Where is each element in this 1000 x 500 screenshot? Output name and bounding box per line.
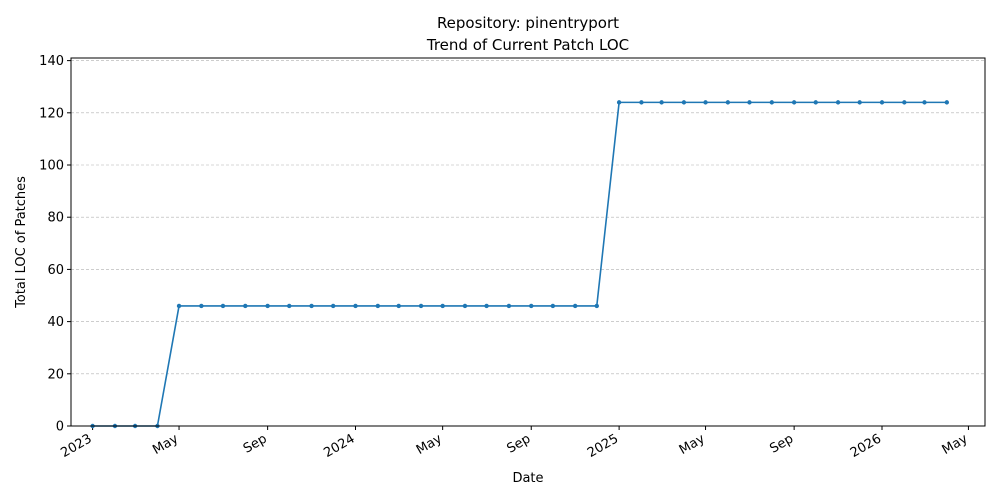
data-point <box>813 100 818 105</box>
data-point <box>747 100 752 105</box>
series-line <box>92 101 947 427</box>
y-tick-label: 0 <box>56 420 64 435</box>
x-tick-label: Sep <box>767 431 796 456</box>
data-point <box>703 100 708 105</box>
y-axis: 0 20 40 60 80 100 120 140 <box>39 54 71 435</box>
y-tick-label: 80 <box>47 211 64 226</box>
x-tick-label: 2023 <box>58 431 94 461</box>
series-layer <box>90 100 950 429</box>
chart-subtitle: Trend of Current Patch LOC <box>426 36 629 54</box>
data-point <box>484 303 489 309</box>
x-tick-label: Sep <box>241 431 270 456</box>
data-point <box>835 100 841 105</box>
x-tick-label: Sep <box>505 431 534 456</box>
data-point <box>462 303 468 309</box>
data-point <box>857 100 862 105</box>
data-point <box>265 303 270 309</box>
data-point <box>639 100 644 105</box>
y-axis-label: Total LOC of Patches <box>14 176 29 309</box>
data-point <box>309 303 314 309</box>
data-point <box>529 303 534 309</box>
y-tick-label: 100 <box>39 159 64 174</box>
data-point <box>594 303 599 309</box>
data-point <box>922 100 927 105</box>
x-axis-label: Date <box>512 471 543 486</box>
data-point <box>769 100 775 105</box>
x-tick-label: 2025 <box>585 431 621 461</box>
data-point <box>791 100 797 105</box>
data-point <box>353 303 358 309</box>
data-point <box>616 100 622 105</box>
data-point <box>681 100 687 105</box>
y-tick-label: 60 <box>47 263 64 278</box>
data-point <box>572 303 578 309</box>
data-point <box>902 100 907 105</box>
data-point <box>176 303 182 309</box>
data-point <box>440 303 445 309</box>
x-tick-label: May <box>150 431 181 458</box>
data-point <box>396 303 401 309</box>
plot-frame <box>70 57 986 427</box>
data-point <box>944 100 950 105</box>
x-axis: 2023 May Sep 2024 May Sep 2025 May Sep 2026 May <box>58 426 971 461</box>
y-tick-label: 40 <box>47 315 64 330</box>
x-tick-label: 2024 <box>321 431 357 461</box>
x-tick-label: May <box>940 431 971 458</box>
data-point <box>220 303 226 309</box>
grid-layer <box>71 60 985 427</box>
chart-title: Repository: pinentryport <box>437 14 619 32</box>
y-tick-label: 20 <box>47 367 64 382</box>
data-point <box>375 303 381 309</box>
x-tick-label: 2026 <box>848 431 884 461</box>
data-point <box>243 303 248 309</box>
data-point <box>725 100 731 105</box>
data-point <box>550 303 556 309</box>
data-point <box>659 100 664 105</box>
y-tick-label: 120 <box>39 106 64 121</box>
y-tick-label: 140 <box>39 54 64 69</box>
data-point <box>506 303 512 309</box>
x-tick-label: May <box>677 431 708 458</box>
data-point <box>199 303 204 309</box>
x-tick-label: May <box>414 431 445 458</box>
data-point <box>418 303 424 309</box>
data-point <box>287 303 292 309</box>
data-point <box>330 303 336 309</box>
data-point <box>879 100 885 105</box>
